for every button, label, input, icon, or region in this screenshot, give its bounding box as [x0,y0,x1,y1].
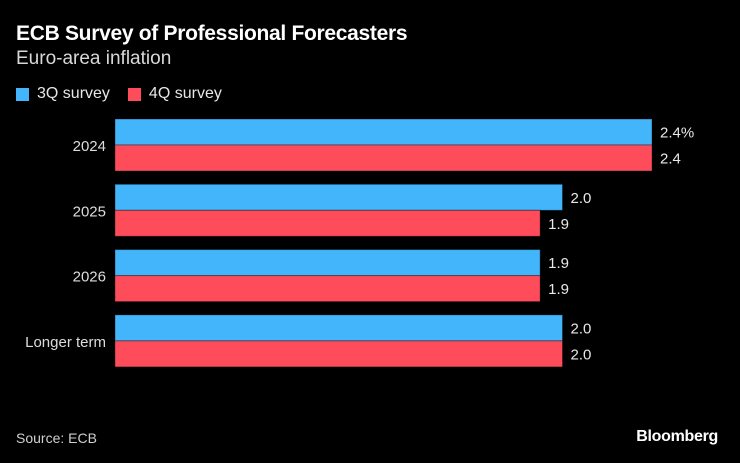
bar-3q-3 [114,314,563,342]
data-label: 2.4 [660,151,681,168]
bar-4q-3 [114,340,563,368]
data-label: 2.0 [571,346,592,363]
data-label: 1.9 [548,281,569,298]
category-label: 2025 [73,203,106,220]
source-note: Source: ECB [16,430,97,446]
bar-3q-2 [114,249,541,277]
chart-title: ECB Survey of Professional Forecasters [16,22,408,45]
bar-4q-1 [114,209,541,237]
data-label: 2.0 [571,320,592,337]
bar-4q-2 [114,275,541,303]
legend-label-4q: 4Q survey [148,85,222,102]
legend-label-3q: 3Q survey [37,85,110,102]
data-label: 1.9 [548,255,569,272]
data-label: 2.0 [571,190,592,207]
legend-item-3q: 3Q survey [16,85,110,103]
legend-swatch-3q [16,87,29,101]
data-label: 2.4% [660,125,694,142]
legend: 3Q survey 4Q survey [16,85,222,103]
bloomberg-logo: Bloomberg [636,428,718,445]
bar-3q-0 [114,118,653,146]
bar-4q-0 [114,144,653,172]
bar-3q-1 [114,183,563,211]
category-label: 2026 [73,269,106,286]
chart-subtitle: Euro-area inflation [16,48,172,69]
category-label: Longer term [25,334,106,351]
data-label: 1.9 [548,216,569,233]
legend-swatch-4q [127,87,141,101]
legend-item-4q: 4Q survey [127,85,222,103]
category-label: 2024 [73,138,106,155]
